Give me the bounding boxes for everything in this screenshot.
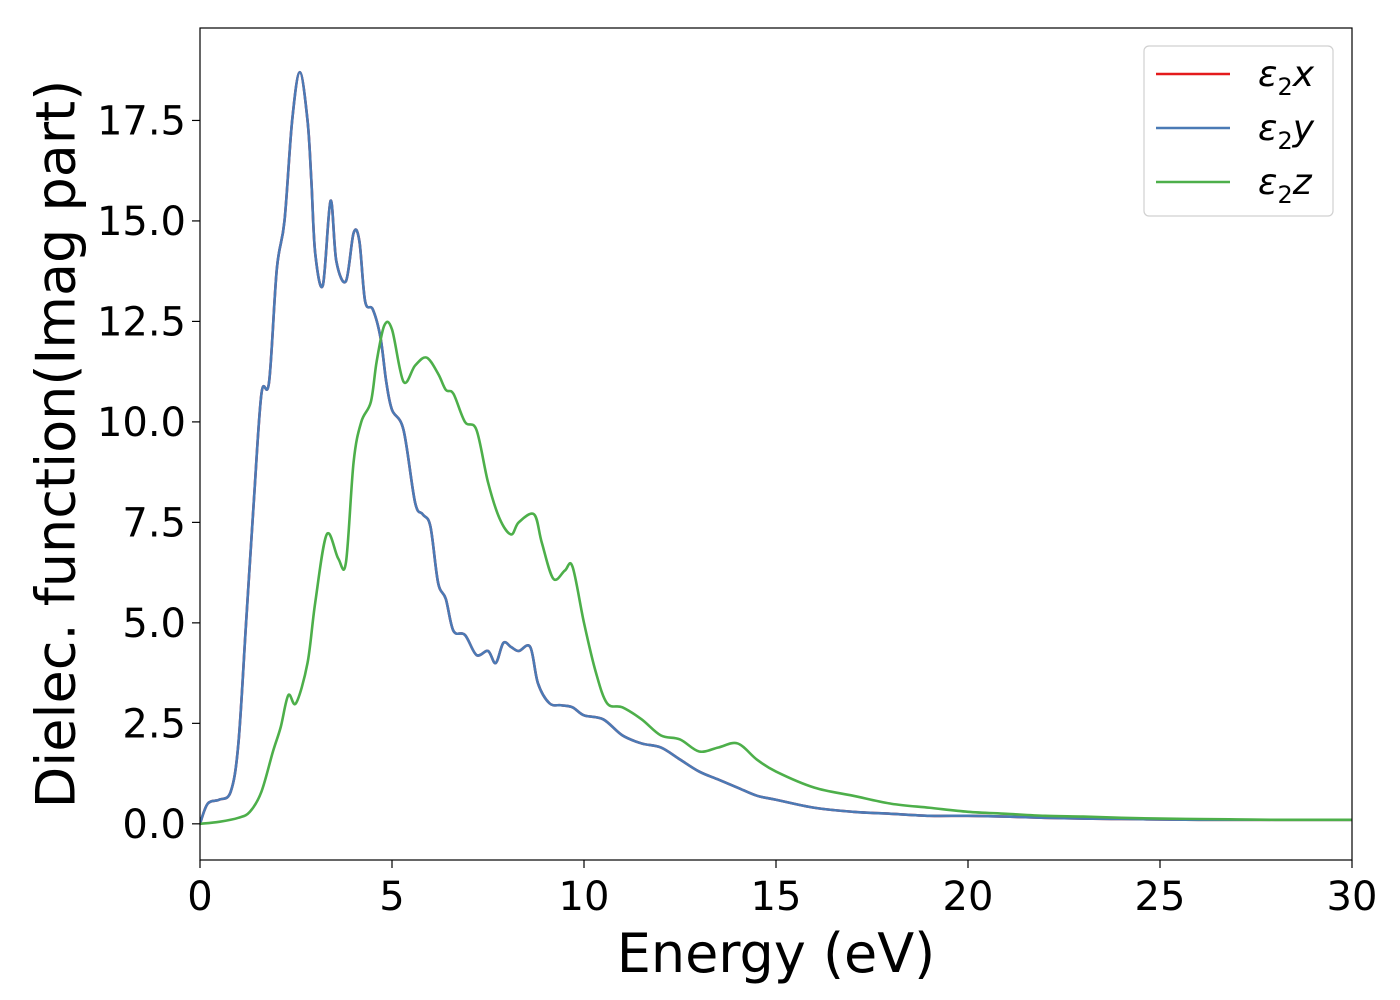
- y-axis-label: Dielec. function(Imag part): [25, 80, 88, 809]
- x-tick-label: 10: [559, 874, 610, 920]
- y-tick-label: 10.0: [97, 400, 186, 446]
- legend-label-y: ε2y: [1258, 108, 1315, 155]
- legend-label-z: ε2z: [1258, 162, 1313, 209]
- legend: ε2x ε2y ε2z: [1143, 45, 1334, 217]
- y-tick-label: 7.5: [122, 500, 186, 546]
- y-tick-label: 17.5: [97, 98, 186, 144]
- x-tick-label: 15: [751, 874, 802, 920]
- y-tick-label: 12.5: [97, 299, 186, 345]
- y-axis: 0.0 2.5 5.0 7.5 10.0 12.5 15.0 17.5: [97, 98, 200, 848]
- y-tick-label: 2.5: [122, 701, 186, 747]
- series-line-z: [200, 320, 1352, 826]
- x-axis-label: Energy (eV): [617, 922, 936, 985]
- x-tick-label: 20: [943, 874, 994, 920]
- x-tick-label: 25: [1135, 874, 1186, 920]
- x-axis: 0 5 10 15 20 25 30: [187, 860, 1377, 920]
- y-tick-label: 5.0: [122, 601, 186, 647]
- legend-label-x: ε2x: [1258, 54, 1315, 101]
- y-tick-label: 0.0: [122, 802, 186, 848]
- series-line-y: [200, 70, 1352, 826]
- legend-box: [1143, 45, 1334, 217]
- series-layer: [200, 70, 1352, 826]
- x-tick-label: 0: [187, 874, 212, 920]
- x-tick-label: 5: [379, 874, 404, 920]
- y-tick-label: 15.0: [97, 199, 186, 245]
- x-tick-label: 30: [1327, 874, 1378, 920]
